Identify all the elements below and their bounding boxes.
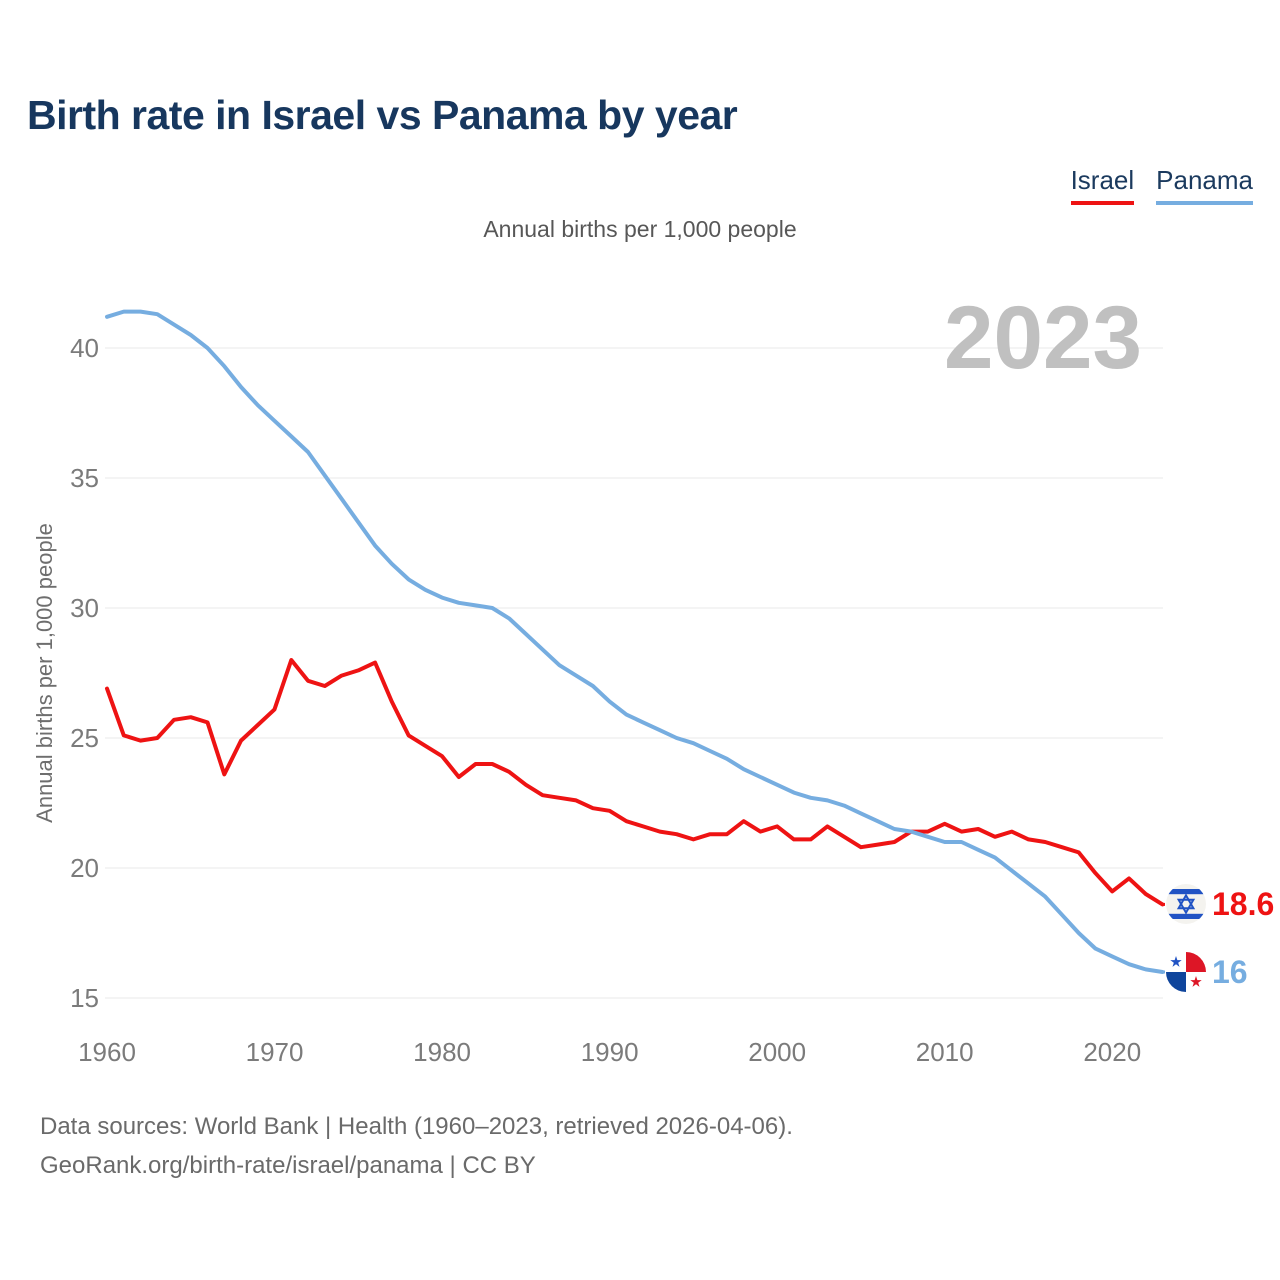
- x-tick-label-1970: 1970: [246, 1037, 304, 1067]
- x-tick-label-1990: 1990: [581, 1037, 639, 1067]
- x-tick-label-2000: 2000: [748, 1037, 806, 1067]
- panama-latest-value: 16: [1212, 954, 1248, 990]
- y-tick-label-30: 30: [70, 593, 99, 623]
- chart-subtitle: Annual births per 1,000 people: [483, 216, 797, 242]
- y-tick-label-35: 35: [70, 463, 99, 493]
- legend-item-panama[interactable]: Panama: [1156, 165, 1253, 205]
- israel-latest-value: 18.6: [1212, 886, 1275, 922]
- legend-item-israel[interactable]: Israel: [1070, 165, 1135, 205]
- x-tick-label-1980: 1980: [413, 1037, 471, 1067]
- data-sources-text: Data sources: World Bank | Health (1960–…: [40, 1113, 793, 1140]
- x-tick-label-2020: 2020: [1083, 1037, 1141, 1067]
- y-tick-label-40: 40: [70, 333, 99, 363]
- attribution-text: GeoRank.org/birth-rate/israel/panama | C…: [40, 1152, 536, 1179]
- israel-line: [105, 658, 1165, 907]
- x-tick-label-2010: 2010: [916, 1037, 974, 1067]
- israel-flag-icon: [1166, 884, 1206, 924]
- page-title: Birth rate in Israel vs Panama by year: [27, 92, 738, 138]
- panama-flag-icon: [1166, 952, 1206, 992]
- y-tick-label-20: 20: [70, 853, 99, 883]
- x-tick-label-1960: 1960: [78, 1037, 136, 1067]
- chart-legend: Israel Panama: [1070, 165, 1253, 205]
- watermark-year: 2023: [944, 287, 1142, 387]
- chart-footer: Data sources: World Bank | Health (1960–…: [40, 1107, 793, 1185]
- y-tick-label-15: 15: [70, 983, 99, 1013]
- y-tick-label-25: 25: [70, 723, 99, 753]
- panama-line: [105, 309, 1165, 974]
